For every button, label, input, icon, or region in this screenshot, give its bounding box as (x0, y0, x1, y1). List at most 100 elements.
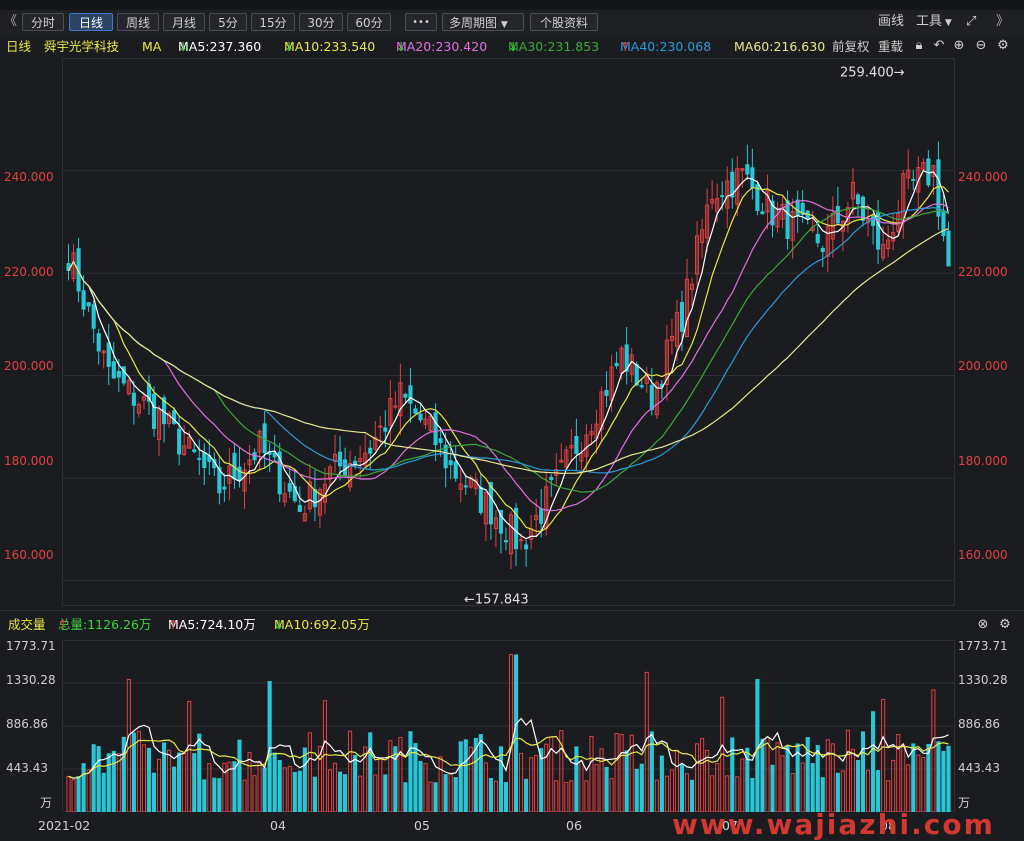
volume-ma10-line (68, 735, 949, 779)
candle-up (282, 493, 287, 503)
overlay-button[interactable]: 重载 (878, 39, 904, 54)
volume-bar (700, 737, 705, 812)
volume-bar (116, 753, 121, 812)
candle-up (519, 539, 524, 542)
candle-down (498, 509, 504, 534)
multi-period-dropdown[interactable]: 多周期图 ▼ (442, 13, 524, 31)
volume-bar (272, 752, 277, 812)
volume-bar (926, 743, 931, 812)
volume-bar (332, 762, 338, 812)
volume-total-text: 总量:1126.26万 (58, 617, 152, 632)
candle-down (624, 344, 629, 372)
candle-down (111, 361, 116, 379)
low-annotation: ←157.843 (464, 592, 529, 606)
volume-bar (805, 736, 810, 812)
candle-down (876, 212, 881, 250)
tools-dropdown[interactable]: 工具 ▼ (916, 13, 952, 31)
candle-up (141, 396, 146, 401)
volume-bar (418, 761, 423, 812)
candle-down (121, 366, 126, 384)
stock-info-button[interactable]: 个股资料 (530, 13, 598, 31)
volume-bar (745, 747, 750, 812)
candle-up (609, 366, 614, 401)
more-periods-button[interactable]: ••• (405, 13, 437, 31)
volume-bar (202, 779, 207, 812)
candle-up (579, 452, 584, 462)
expand-icon[interactable]: ⤢ (966, 14, 977, 29)
candle-down (911, 179, 916, 182)
candle-down (217, 467, 222, 494)
volume-bar (559, 730, 564, 812)
double-chevron-right-icon[interactable]: 》 (996, 14, 1010, 29)
minus-circle-icon[interactable]: ⊖ (975, 38, 987, 53)
tab-monthly[interactable]: 月线 (163, 13, 205, 31)
candle-up (242, 469, 247, 492)
volume-bar (302, 747, 307, 812)
volume-bar (765, 736, 770, 812)
candle-up (790, 211, 795, 241)
date-tick: 06 (566, 818, 582, 833)
indicator-name[interactable]: MA (142, 39, 162, 54)
volume-bar (106, 753, 111, 812)
volume-bar (594, 764, 599, 812)
volume-bar (252, 775, 257, 812)
candle-down (639, 385, 644, 388)
price-chart[interactable]: 259.400→ ←157.843 (62, 58, 955, 606)
price-axis-right-160: 160.000 (958, 548, 1008, 562)
candle-down (936, 159, 941, 217)
caret-down-icon: ▼ (942, 18, 952, 28)
volume-bar (569, 780, 574, 812)
volume-bar (212, 777, 217, 812)
tab-30min[interactable]: 30分 (299, 13, 343, 31)
candle-down (368, 447, 373, 454)
arrow-down-icon: ↓ (178, 39, 189, 54)
draw-line-button[interactable]: 画线 (878, 14, 905, 29)
ma20-text: MA20:230.420 (396, 39, 488, 54)
volume-bar (710, 775, 715, 812)
arrow-down-icon: ↓ (284, 39, 295, 54)
date-tick: 08 (880, 818, 896, 833)
volume-unit-left: 万 (40, 796, 53, 810)
tab-5min[interactable]: 5分 (209, 13, 247, 31)
volume-bar (282, 767, 287, 812)
candle-up (664, 339, 669, 386)
tab-intraday[interactable]: 分时 (22, 13, 64, 31)
candle-down (448, 460, 453, 466)
volume-bar (901, 744, 906, 812)
tab-daily[interactable]: 日线 (69, 13, 113, 31)
volume-bar (146, 747, 152, 812)
plus-circle-icon[interactable]: ⊕ (953, 38, 965, 53)
candle-up (458, 483, 463, 490)
candle-down (81, 290, 86, 310)
tab-weekly[interactable]: 周线 (117, 13, 159, 31)
candle-down (750, 167, 755, 189)
gear-icon[interactable]: ⚙ (997, 38, 1009, 53)
volume-bar (192, 753, 197, 812)
tab-60min[interactable]: 60分 (347, 13, 391, 31)
candle-down (86, 302, 91, 307)
volume-bar (840, 770, 845, 812)
ma10-text: MA10:233.540 (284, 39, 376, 54)
candle-up (780, 203, 785, 220)
volume-bar (519, 752, 524, 812)
adjust-button[interactable]: 前复权 (832, 39, 870, 54)
volume-bar (368, 732, 373, 812)
volume-bar (564, 781, 569, 812)
lock-icon[interactable]: 🔒︎ (915, 38, 923, 53)
price-axis-left-240: 240.000 (4, 170, 54, 184)
close-circle-icon[interactable]: ⊗ (977, 617, 989, 632)
volume-chart[interactable] (62, 640, 955, 812)
volume-bar (725, 775, 730, 812)
volume-ma10-text: MA10:692.05万 (274, 617, 370, 632)
candle-down (192, 449, 197, 453)
candle-up (705, 204, 710, 239)
volume-bar (916, 754, 921, 812)
volume-bar (529, 757, 534, 812)
volume-bar (91, 744, 96, 812)
tab-15min[interactable]: 15分 (251, 13, 295, 31)
double-chevron-left-icon[interactable]: 《 (4, 14, 18, 29)
gear-icon[interactable]: ⚙ (999, 617, 1011, 632)
undo-icon[interactable]: ↶ (933, 38, 945, 53)
volume-bar (539, 748, 544, 812)
volume-bar (167, 749, 172, 812)
